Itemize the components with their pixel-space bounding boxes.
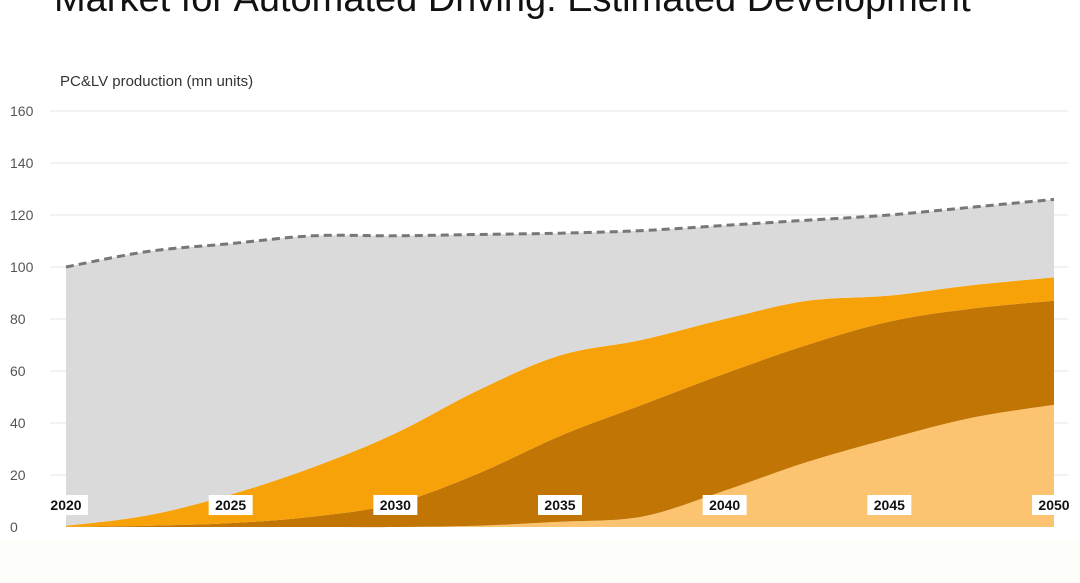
- y-tick-label: 40: [10, 415, 26, 431]
- x-tick-box: [208, 495, 253, 515]
- x-tick-box: [373, 495, 418, 515]
- x-tick-label: 2045: [874, 497, 905, 513]
- y-tick-label: 140: [10, 155, 34, 171]
- area-series-2: [66, 300, 1054, 528]
- y-tick-label: 20: [10, 467, 26, 483]
- x-tick-label: 2025: [215, 497, 246, 513]
- x-tick-label: 2020: [50, 497, 81, 513]
- total-line: [65, 197, 1055, 269]
- x-tick-label: 2035: [544, 497, 575, 513]
- bottom-strip: [0, 540, 1080, 583]
- x-tick-label: 2040: [709, 497, 740, 513]
- area-series-1: [66, 404, 1054, 528]
- x-tick-label: 2030: [380, 497, 411, 513]
- x-tick-box: [1032, 495, 1076, 515]
- y-tick-label: 100: [10, 259, 34, 275]
- area-series-3: [66, 277, 1054, 527]
- y-tick-label: 0: [10, 519, 18, 535]
- y-tick-label: 120: [10, 207, 34, 223]
- y-tick-label: 60: [10, 363, 26, 379]
- y-tick-label: 160: [10, 103, 34, 119]
- chart-title: Market for Automated Driving: Estimated …: [54, 0, 971, 21]
- x-tick-box: [867, 495, 912, 515]
- x-tick-box: [44, 495, 88, 515]
- y-tick-label: 80: [10, 311, 26, 327]
- y-axis-label: PC&LV production (mn units): [60, 73, 254, 90]
- x-tick-box: [538, 495, 582, 515]
- x-tick-label: 2050: [1038, 497, 1069, 513]
- area-series-4: [66, 199, 1054, 526]
- x-tick-box: [702, 495, 747, 515]
